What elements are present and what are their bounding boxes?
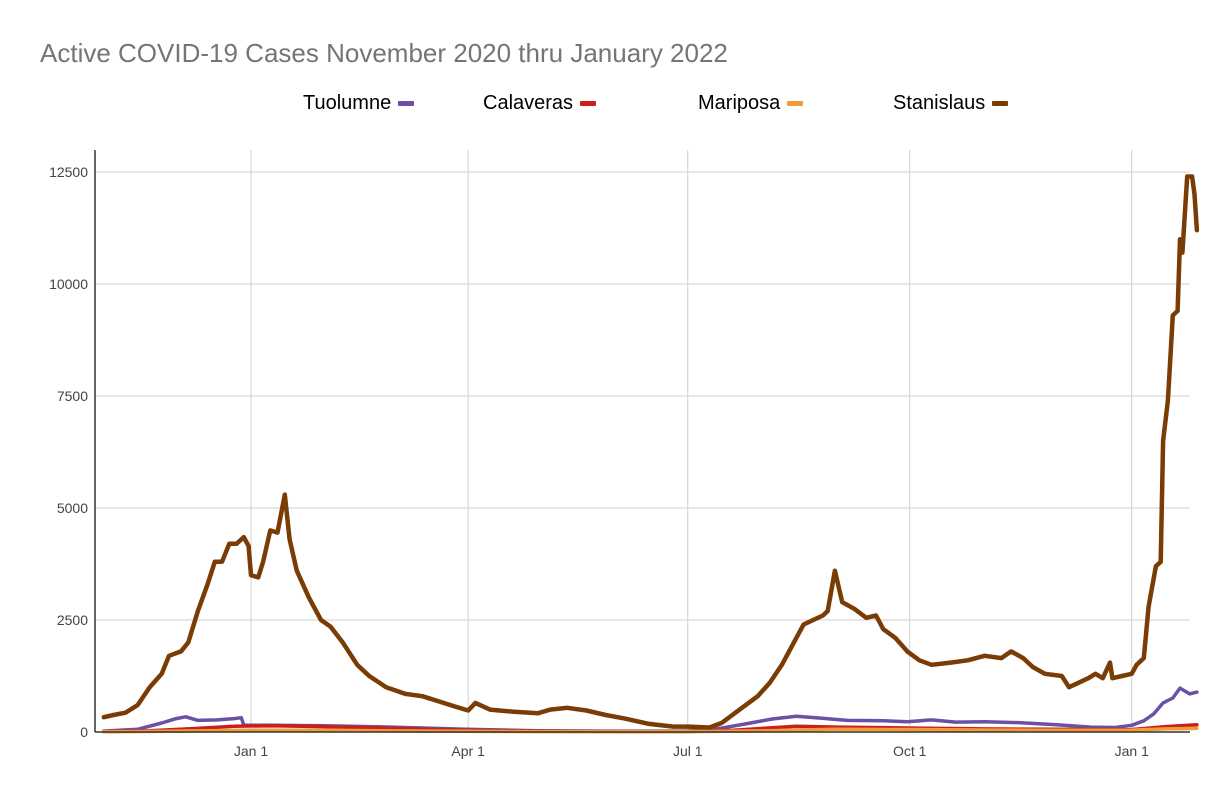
y-tick-label: 2500 xyxy=(57,612,88,628)
legend-item-stanislaus[interactable]: Stanislaus xyxy=(893,92,1009,115)
series-line-tuolumne xyxy=(102,686,1199,733)
legend-swatch xyxy=(580,101,597,106)
legend-swatch xyxy=(398,101,415,106)
x-tick-label: Jan 1 xyxy=(1115,743,1149,759)
x-tick-label: Oct 1 xyxy=(893,743,927,759)
legend-label: Mariposa xyxy=(698,92,781,114)
legend-swatch xyxy=(787,101,804,106)
legend-swatch xyxy=(992,101,1009,106)
grid-lines xyxy=(95,150,1190,732)
legend-label: Calaveras xyxy=(483,92,574,114)
x-tick-label: Jul 1 xyxy=(673,743,703,759)
series-layer xyxy=(101,174,1200,734)
series-line-stanislaus xyxy=(101,174,1200,730)
legend-label: Tuolumne xyxy=(303,92,392,114)
chart-title: Active COVID-19 Cases November 2020 thru… xyxy=(40,38,728,68)
y-tick-label: 5000 xyxy=(57,500,88,516)
y-tick-label: 7500 xyxy=(57,388,88,404)
x-tick-labels: Jan 1 Apr 1 Jul 1 Oct 1 Jan 1 xyxy=(234,743,1149,759)
axes xyxy=(94,150,1190,733)
y-tick-label: 0 xyxy=(80,724,88,740)
legend-item-tuolumne[interactable]: Tuolumne xyxy=(303,92,415,115)
x-tick-label: Apr 1 xyxy=(451,743,485,759)
legend-item-mariposa[interactable]: Mariposa xyxy=(698,92,804,115)
legend-label: Stanislaus xyxy=(893,92,986,114)
chart-legend: Tuolumne Calaveras Mariposa Stanislaus xyxy=(0,92,1230,122)
x-tick-label: Jan 1 xyxy=(234,743,268,759)
y-tick-label: 12500 xyxy=(49,164,88,180)
y-tick-label: 10000 xyxy=(49,276,88,292)
legend-item-calaveras[interactable]: Calaveras xyxy=(483,92,597,115)
y-tick-labels: 0 2500 5000 7500 10000 12500 xyxy=(49,164,88,740)
